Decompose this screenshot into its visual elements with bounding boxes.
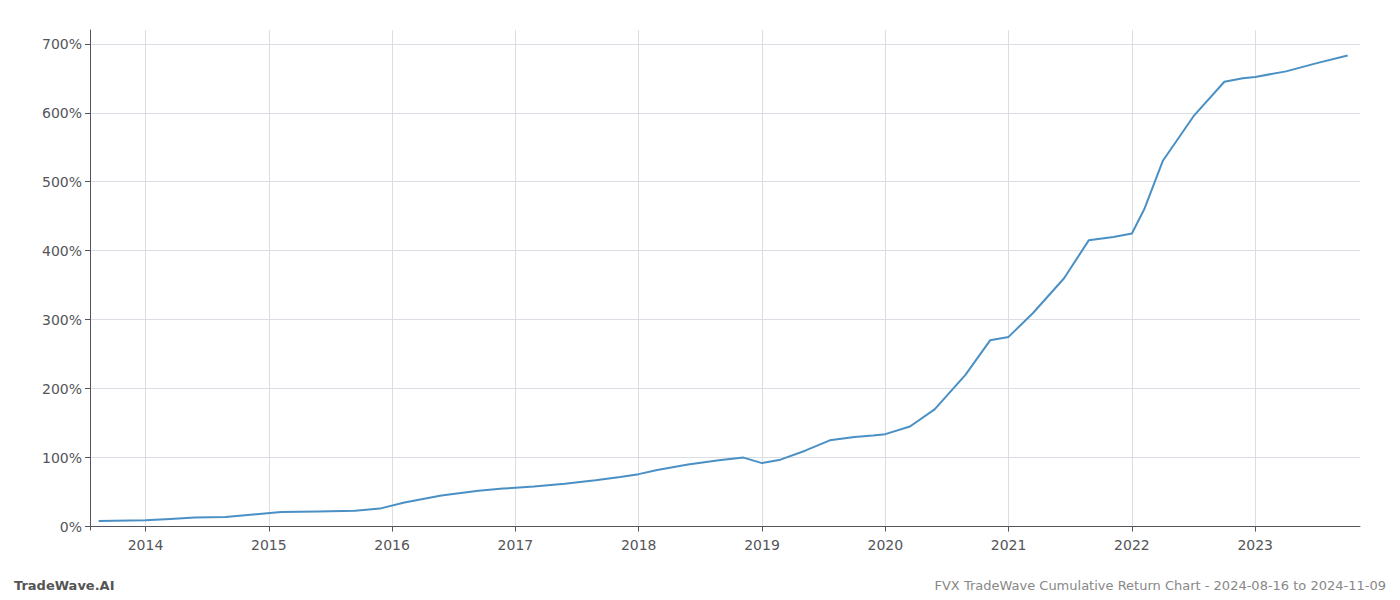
svg-text:600%: 600%: [42, 105, 82, 121]
svg-text:500%: 500%: [42, 174, 82, 190]
svg-text:2015: 2015: [251, 537, 287, 553]
svg-text:2023: 2023: [1237, 537, 1273, 553]
svg-text:100%: 100%: [42, 450, 82, 466]
svg-text:2014: 2014: [128, 537, 164, 553]
svg-text:200%: 200%: [42, 381, 82, 397]
svg-text:2018: 2018: [621, 537, 657, 553]
svg-text:2017: 2017: [498, 537, 534, 553]
svg-text:300%: 300%: [42, 312, 82, 328]
svg-text:2021: 2021: [991, 537, 1027, 553]
svg-text:2022: 2022: [1114, 537, 1150, 553]
svg-text:TradeWave.AI: TradeWave.AI: [14, 578, 115, 593]
svg-text:2020: 2020: [867, 537, 903, 553]
svg-text:2019: 2019: [744, 537, 780, 553]
svg-text:700%: 700%: [42, 36, 82, 52]
svg-text:FVX TradeWave Cumulative Retur: FVX TradeWave Cumulative Return Chart - …: [934, 578, 1386, 593]
svg-text:2016: 2016: [374, 537, 410, 553]
svg-text:0%: 0%: [60, 519, 82, 535]
svg-text:400%: 400%: [42, 243, 82, 259]
